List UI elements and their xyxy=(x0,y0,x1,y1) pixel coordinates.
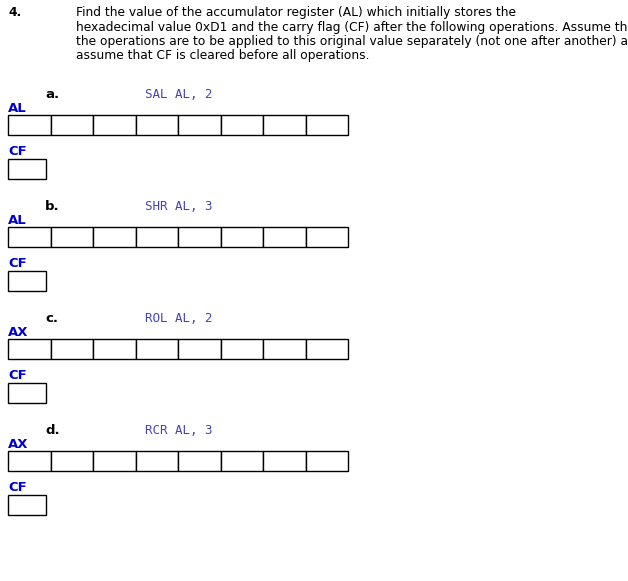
Bar xyxy=(8,451,50,471)
Bar xyxy=(8,271,46,291)
Text: the operations are to be applied to this original value separately (not one afte: the operations are to be applied to this… xyxy=(76,35,628,48)
Bar xyxy=(263,339,305,359)
Bar xyxy=(8,159,46,179)
Bar xyxy=(93,227,136,247)
Text: c.: c. xyxy=(45,312,58,325)
Text: 4.: 4. xyxy=(8,6,21,19)
Bar xyxy=(178,451,220,471)
Bar xyxy=(8,495,46,515)
Text: hexadecimal value 0xD1 and the carry flag (CF) after the following operations. A: hexadecimal value 0xD1 and the carry fla… xyxy=(76,20,628,34)
Text: CF: CF xyxy=(8,145,27,158)
Text: CF: CF xyxy=(8,481,27,494)
Text: SHR AL, 3: SHR AL, 3 xyxy=(145,200,212,213)
Text: SAL AL, 2: SAL AL, 2 xyxy=(145,88,212,101)
Bar xyxy=(93,339,136,359)
Bar xyxy=(136,451,178,471)
Bar xyxy=(8,227,50,247)
Bar xyxy=(50,115,93,135)
Bar xyxy=(8,339,50,359)
Bar xyxy=(8,383,46,403)
Text: AX: AX xyxy=(8,438,28,451)
Bar xyxy=(178,115,220,135)
Bar xyxy=(305,339,348,359)
Bar xyxy=(220,451,263,471)
Bar xyxy=(93,115,136,135)
Text: AL: AL xyxy=(8,214,27,227)
Bar xyxy=(305,115,348,135)
Bar xyxy=(220,227,263,247)
Text: a.: a. xyxy=(45,88,59,101)
Bar xyxy=(136,115,178,135)
Text: Find the value of the accumulator register (AL) which initially stores the: Find the value of the accumulator regist… xyxy=(76,6,516,19)
Bar xyxy=(178,227,220,247)
Bar xyxy=(305,451,348,471)
Text: assume that CF is cleared before all operations.: assume that CF is cleared before all ope… xyxy=(76,49,369,63)
Text: CF: CF xyxy=(8,257,27,270)
Text: CF: CF xyxy=(8,369,27,382)
Bar xyxy=(220,339,263,359)
Bar xyxy=(136,339,178,359)
Bar xyxy=(93,451,136,471)
Text: d.: d. xyxy=(45,424,60,437)
Bar xyxy=(50,227,93,247)
Bar xyxy=(178,339,220,359)
Bar xyxy=(263,451,305,471)
Bar xyxy=(50,339,93,359)
Text: AL: AL xyxy=(8,102,27,115)
Bar xyxy=(136,227,178,247)
Bar xyxy=(50,451,93,471)
Bar xyxy=(305,227,348,247)
Text: AX: AX xyxy=(8,326,28,339)
Bar xyxy=(263,227,305,247)
Bar xyxy=(220,115,263,135)
Text: ROL AL, 2: ROL AL, 2 xyxy=(145,312,212,325)
Text: b.: b. xyxy=(45,200,60,213)
Text: RCR AL, 3: RCR AL, 3 xyxy=(145,424,212,437)
Bar xyxy=(263,115,305,135)
Bar xyxy=(8,115,50,135)
